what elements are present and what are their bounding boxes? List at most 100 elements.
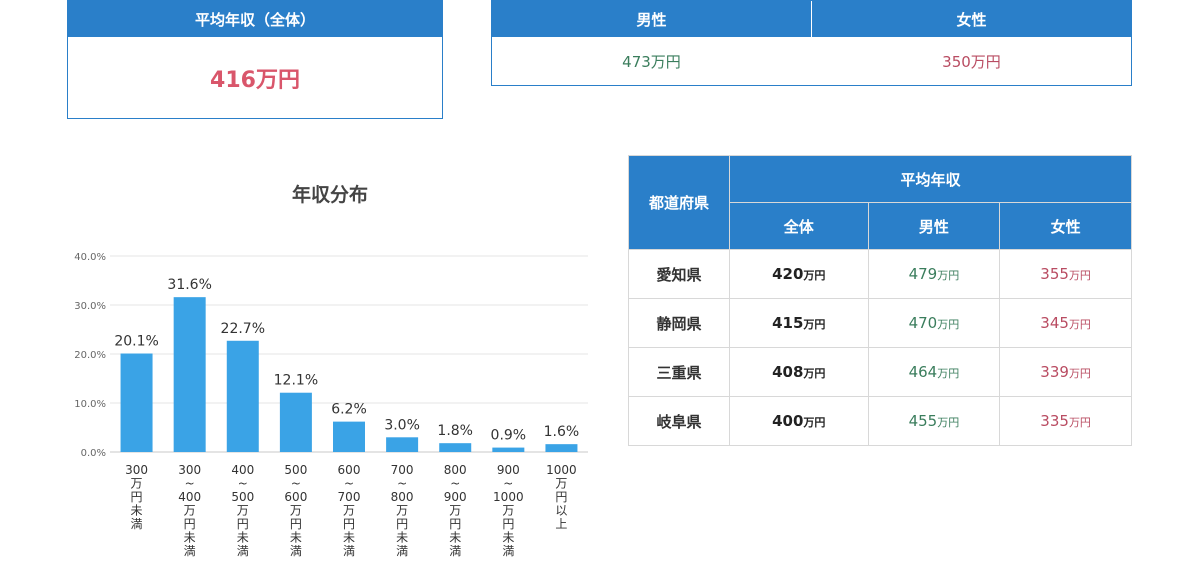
category-label: 満 [237, 544, 249, 558]
category-label: ~ [450, 477, 460, 491]
unit: 万円 [803, 367, 826, 380]
income-all-cell: 415万円 [729, 298, 869, 348]
category-label: 円 [237, 517, 249, 531]
income-distribution-chart: 0.0%10.0%20.0%30.0%40.0%20.1%300万円未満31.6… [74, 252, 588, 558]
pref-name: 静岡県 [628, 298, 730, 348]
category-label: 未 [396, 531, 408, 545]
bar [173, 297, 206, 452]
category-label: 上 [555, 517, 567, 531]
category-label: 未 [131, 504, 143, 518]
bar [120, 353, 153, 452]
data-label: 0.9% [491, 428, 527, 444]
unit: 万円 [1068, 269, 1091, 282]
category-label: 未 [502, 531, 514, 545]
bar [226, 340, 259, 452]
category-label: 円 [131, 490, 143, 504]
unit: 万円 [803, 416, 826, 429]
female-column: 女性 350万円 [811, 1, 1131, 85]
pref-name: 愛知県 [628, 249, 730, 299]
income-all-cell: 408万円 [729, 347, 869, 397]
table-row: 岐阜県 400万円 455万円 335万円 [628, 396, 1132, 446]
category-label: 1000 [493, 490, 524, 504]
category-label: 未 [449, 531, 461, 545]
data-label: 6.2% [331, 402, 367, 418]
category-label: 円 [555, 490, 567, 504]
category-label: 900 [497, 463, 520, 477]
table-row: 愛知県 420万円 479万円 355万円 [628, 249, 1132, 299]
category-label: 800 [444, 463, 467, 477]
category-label: 未 [343, 531, 355, 545]
bar [333, 421, 365, 452]
y-tick-label: 40.0% [74, 252, 106, 263]
income-all-cell: 400万円 [729, 396, 869, 446]
category-label: 400 [231, 463, 254, 477]
header-average-income: 平均年収 [729, 155, 1132, 203]
y-tick-label: 20.0% [74, 350, 106, 361]
data-label: 22.7% [221, 321, 265, 337]
income-all: 415 [772, 314, 804, 332]
table-row: 三重県 408万円 464万円 339万円 [628, 347, 1132, 397]
category-label: 600 [338, 463, 361, 477]
category-label: 万 [449, 504, 461, 518]
category-label: 円 [184, 517, 196, 531]
unit: 万円 [937, 367, 960, 380]
income-female: 355 [1040, 265, 1069, 283]
income-female: 339 [1040, 363, 1069, 381]
bar [439, 443, 472, 452]
category-label: 万 [343, 504, 355, 518]
bar [386, 437, 419, 452]
chart-title: 年収分布 [291, 184, 368, 206]
y-tick-label: 10.0% [74, 399, 106, 410]
prefecture-income-table: 都道府県 平均年収 全体 男性 女性 愛知県 420万円 479万円 355万円… [628, 155, 1132, 446]
category-label: ~ [344, 477, 354, 491]
category-label: 万 [237, 504, 249, 518]
income-female: 345 [1040, 314, 1069, 332]
income-female-cell: 345万円 [999, 298, 1132, 348]
income-all-cell: 420万円 [729, 249, 869, 299]
female-value: 350万円 [942, 52, 1001, 71]
unit: 万円 [937, 269, 960, 282]
income-male: 455 [908, 412, 938, 430]
category-label: 600 [284, 490, 307, 504]
unit: 万円 [937, 318, 960, 331]
overall-average-card: 平均年収（全体） 416万円 [67, 0, 443, 119]
gender-average-card: 男性 473万円 女性 350万円 [491, 0, 1132, 86]
overall-average-value: 416万円 [210, 67, 300, 93]
category-label: 700 [338, 490, 361, 504]
category-label: 万 [131, 477, 143, 491]
category-label: 500 [231, 490, 254, 504]
unit: 万円 [803, 318, 826, 331]
male-value: 473万円 [622, 52, 681, 71]
income-female-cell: 355万円 [999, 249, 1132, 299]
category-label: 満 [502, 544, 514, 558]
category-label: 満 [184, 544, 196, 558]
income-male-cell: 464万円 [867, 347, 1001, 397]
income-male-cell: 455万円 [867, 396, 1001, 446]
category-label: 円 [449, 517, 461, 531]
income-all: 408 [772, 363, 804, 381]
category-label: 満 [343, 544, 355, 558]
income-male: 479 [908, 265, 938, 283]
header-female: 女性 [999, 202, 1132, 250]
data-label: 1.8% [437, 423, 473, 439]
bar [279, 392, 312, 452]
category-label: 満 [449, 544, 461, 558]
income-all: 420 [772, 265, 804, 283]
income-male: 464 [908, 363, 938, 381]
category-label: ~ [503, 477, 513, 491]
data-label: 20.1% [114, 334, 158, 350]
category-label: 未 [237, 531, 249, 545]
unit: 万円 [1068, 367, 1091, 380]
category-label: 満 [131, 517, 143, 531]
unit: 万円 [937, 416, 960, 429]
category-label: 700 [391, 463, 414, 477]
category-label: 1000 [546, 463, 577, 477]
bar [492, 447, 525, 452]
category-label: 未 [290, 531, 302, 545]
unit: 万円 [1068, 416, 1091, 429]
category-label: 以 [555, 504, 567, 518]
category-label: 円 [502, 517, 514, 531]
category-label: 900 [444, 490, 467, 504]
unit: 万円 [803, 269, 826, 282]
income-male: 470 [908, 314, 938, 332]
